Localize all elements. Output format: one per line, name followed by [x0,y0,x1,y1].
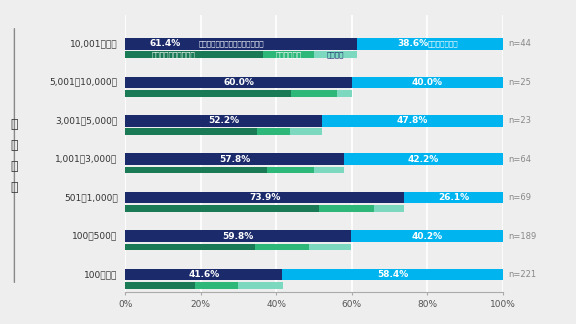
Text: 検討していない: 検討していない [428,40,458,47]
Text: 申請せず: 申請せず [327,51,344,58]
Bar [125,154,343,165]
Text: 52.2%: 52.2% [209,116,240,125]
Bar [125,38,357,50]
Bar [125,230,351,242]
Text: 通らなかった: 通らなかった [275,51,302,58]
Bar [374,205,404,212]
Bar [238,282,283,289]
Text: 41.6%: 41.6% [188,270,219,279]
Bar [314,51,357,58]
Bar [309,244,351,250]
Bar [352,76,503,88]
Text: n=23: n=23 [509,116,532,125]
Text: n=64: n=64 [509,155,532,164]
Bar [125,51,263,58]
Bar [323,115,503,127]
Text: 従
業
員
数: 従 業 員 数 [10,118,18,193]
Bar [125,128,257,135]
Text: 57.8%: 57.8% [219,155,250,164]
Bar [125,244,255,250]
Text: 58.4%: 58.4% [377,270,408,279]
Bar [282,269,503,281]
Text: 具体検討した事項や事案があった: 具体検討した事項や事案があった [199,40,264,47]
Bar [125,115,323,127]
Bar [125,167,267,173]
Bar [125,192,404,203]
Bar [125,90,291,97]
Bar [267,167,314,173]
Text: 60.0%: 60.0% [223,78,254,87]
Bar [291,90,337,97]
Text: 40.0%: 40.0% [412,78,443,87]
Text: 47.8%: 47.8% [397,116,429,125]
Bar [195,282,238,289]
Bar [125,76,352,88]
Bar [343,154,503,165]
Bar [125,205,320,212]
Text: n=221: n=221 [509,270,537,279]
Bar [257,128,290,135]
Text: n=69: n=69 [509,193,532,202]
Bar [357,38,503,50]
Text: 61.4%: 61.4% [149,39,180,48]
Text: 26.1%: 26.1% [438,193,469,202]
Bar [263,51,314,58]
Bar [314,167,343,173]
Text: 59.8%: 59.8% [222,232,254,241]
Text: 実施することになった: 実施することになった [151,51,195,58]
Bar [351,230,503,242]
Text: 40.2%: 40.2% [411,232,442,241]
Text: 38.6%: 38.6% [397,39,428,48]
Text: n=25: n=25 [509,78,532,87]
Bar [337,90,352,97]
Bar [290,128,323,135]
Bar [255,244,309,250]
Text: 42.2%: 42.2% [408,155,439,164]
Text: n=189: n=189 [509,232,537,241]
Text: n=44: n=44 [509,39,532,48]
Bar [125,282,195,289]
Bar [125,269,282,281]
Bar [320,205,374,212]
Text: 73.9%: 73.9% [249,193,281,202]
Bar [404,192,503,203]
